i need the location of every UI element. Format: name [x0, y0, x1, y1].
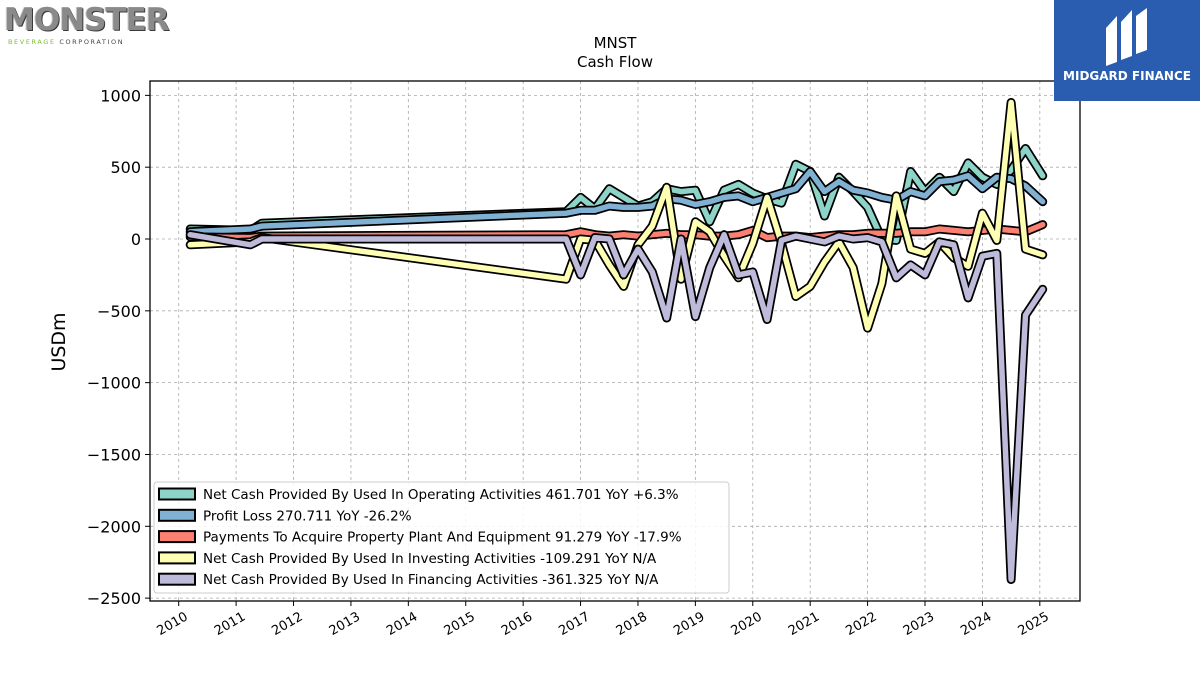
series-line-1 [187, 168, 1046, 235]
chart-subtitle: Cash Flow [577, 53, 653, 71]
monster-logo-sub: BEVERAGE CORPORATION [8, 38, 124, 46]
x-tick-label-2: 2012 [269, 609, 305, 639]
x-tick-label-0: 2010 [155, 609, 191, 639]
y-tick-label-7: −2500 [87, 589, 141, 608]
x-tick-label-15: 2025 [1016, 609, 1052, 639]
monster-logo-sub-green: BEVERAGE [8, 38, 56, 46]
midgard-mark-icon [1106, 8, 1147, 66]
monster-logo-word: MONSTER [4, 2, 170, 38]
y-tick-label-5: −1500 [87, 445, 141, 464]
y-tick-label-4: −1000 [87, 374, 141, 393]
legend: Net Cash Provided By Used In Operating A… [153, 481, 730, 594]
series-group [185, 98, 1048, 584]
x-tick-label-14: 2024 [958, 609, 994, 639]
midgard-finance-logo: MIDGARD FINANCE [1054, 0, 1200, 101]
x-tick-label-13: 2023 [901, 609, 937, 639]
y-tick-label-6: −2000 [87, 517, 141, 536]
x-tick-label-3: 2013 [327, 609, 363, 639]
legend-label-0: Net Cash Provided By Used In Operating A… [203, 487, 679, 503]
legend-swatch-2 [158, 530, 196, 544]
legend-box [153, 481, 730, 594]
legend-label-4: Net Cash Provided By Used In Financing A… [203, 572, 659, 588]
x-tick-label-6: 2016 [499, 609, 535, 639]
x-tick-label-10: 2020 [729, 609, 765, 639]
y-tick-label-3: −500 [97, 302, 141, 321]
x-tick-label-9: 2019 [671, 609, 707, 639]
x-tick-label-1: 2011 [212, 609, 248, 639]
x-tick-label-5: 2015 [442, 609, 478, 639]
legend-label-1: Profit Loss 270.711 YoY -26.2% [203, 508, 412, 524]
monster-logo: MONSTER BEVERAGE CORPORATION [4, 2, 170, 46]
series-line-3 [187, 99, 1046, 331]
legend-label-2: Payments To Acquire Property Plant And E… [203, 530, 682, 546]
legend-swatch-0 [158, 487, 196, 501]
x-ticks: 2010 2011 2012 2013 2014 2015 2016 2017 2018 2019… [155, 601, 1052, 639]
series-outline-3 [185, 98, 1048, 333]
x-tick-label-8: 2018 [614, 609, 650, 639]
plot-frame [149, 80, 1081, 602]
series-line-4 [187, 231, 1046, 583]
y-ticks: 1000 500 0 −500 −1000 −1500 −2000 −2500 [87, 86, 150, 608]
y-tick-label-2: 0 [131, 230, 141, 249]
x-tick-label-7: 2017 [556, 609, 592, 639]
x-tick-label-12: 2022 [843, 609, 879, 639]
chart-title: MNST [594, 34, 638, 52]
y-tick-label-1: 500 [110, 158, 141, 177]
series-line-0 [187, 145, 1046, 244]
monster-logo-sub-rest: CORPORATION [59, 38, 125, 46]
y-axis-label: USDm [48, 312, 70, 371]
legend-label-3: Net Cash Provided By Used In Investing A… [203, 551, 657, 567]
y-tick-label-0: 1000 [100, 86, 141, 105]
x-tick-label-4: 2014 [384, 609, 420, 639]
legend-swatch-3 [158, 551, 196, 565]
midgard-finance-name: MIDGARD FINANCE [1063, 69, 1191, 83]
legend-swatch-4 [158, 572, 196, 586]
x-tick-label-11: 2021 [786, 609, 822, 639]
legend-swatch-1 [158, 508, 196, 522]
